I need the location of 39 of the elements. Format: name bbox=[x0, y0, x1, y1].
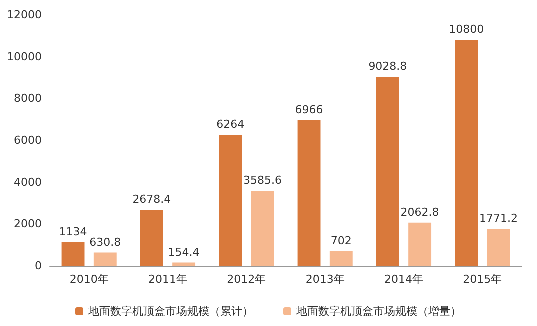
data-label: 6264 bbox=[216, 118, 245, 131]
data-label: 3585.6 bbox=[243, 174, 282, 187]
bar bbox=[251, 191, 274, 266]
bar bbox=[376, 77, 400, 266]
bar bbox=[487, 228, 510, 266]
data-label: 630.8 bbox=[90, 236, 122, 249]
data-label: 9028.8 bbox=[368, 60, 408, 74]
x-tick-label: 2014年 bbox=[384, 273, 424, 286]
x-tick-label: 2013年 bbox=[306, 273, 345, 286]
bar bbox=[94, 252, 117, 266]
bar bbox=[298, 120, 321, 266]
bar bbox=[140, 210, 164, 266]
bar bbox=[455, 40, 478, 266]
legend-label: 地面数字机顶盒市场规模（累计） bbox=[88, 305, 254, 318]
y-tick-label: 2000 bbox=[14, 218, 42, 231]
bar bbox=[330, 251, 353, 266]
data-label: 10800 bbox=[449, 23, 484, 36]
data-label: 2678.4 bbox=[132, 192, 172, 206]
bar bbox=[62, 242, 85, 266]
y-tick-label: 10000 bbox=[7, 50, 42, 64]
y-tick-label: 6000 bbox=[14, 134, 42, 147]
x-tick-label: 2015年 bbox=[463, 273, 502, 286]
x-tick-label: 2011年 bbox=[148, 273, 188, 286]
data-label: 6966 bbox=[295, 103, 324, 116]
bar bbox=[408, 222, 432, 266]
legend-label: 地面数字机顶盒市场规模（增量） bbox=[296, 305, 462, 318]
y-tick-label: 0 bbox=[35, 260, 42, 272]
x-tick-label: 2010年 bbox=[70, 273, 109, 286]
x-tick-label: 2012年 bbox=[227, 273, 266, 286]
data-label: 154.4 bbox=[168, 246, 200, 259]
y-tick-label: 8000 bbox=[14, 92, 42, 106]
data-label: 2062.8 bbox=[400, 206, 440, 219]
y-tick-label: 12000 bbox=[7, 8, 42, 22]
data-label: 1134 bbox=[59, 225, 88, 238]
data-label: 702 bbox=[330, 234, 352, 248]
bar bbox=[219, 134, 242, 266]
data-label: 1771.2 bbox=[479, 212, 518, 225]
y-tick-label: 4000 bbox=[14, 176, 42, 189]
bar bbox=[172, 262, 196, 266]
